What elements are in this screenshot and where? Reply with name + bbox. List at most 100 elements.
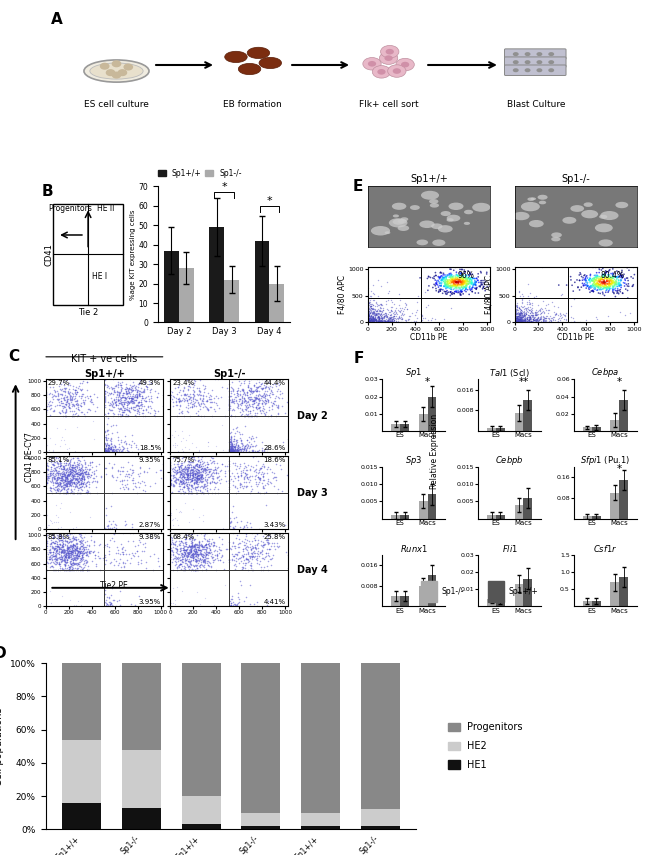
Point [176,475,186,489]
Point [607,268,618,282]
Point [227,445,238,458]
Point [450,281,461,295]
Point [237,403,248,416]
Point [198,472,208,486]
Point [604,278,615,292]
Point [41,504,51,517]
Point [528,313,538,327]
Point [376,308,387,321]
Text: ES cell culture: ES cell culture [84,100,149,109]
Point [259,393,270,407]
Point [477,276,488,290]
Point [150,406,161,420]
Point [179,539,189,552]
Point [566,299,577,313]
Point [76,472,86,486]
Point [265,380,276,393]
Point [460,265,470,279]
Point [253,536,263,550]
Point [121,409,131,422]
Point [240,398,250,411]
Point [187,474,198,487]
Point [122,387,132,401]
Point [133,396,144,410]
Point [107,439,117,452]
Point [257,435,268,449]
Point [430,268,441,282]
Point [48,481,58,494]
Point [222,381,232,395]
Point [192,471,202,485]
Point [610,281,621,295]
Point [236,464,246,478]
Point [575,268,586,281]
Point [515,312,525,326]
Point [442,279,452,292]
Point [65,476,75,490]
Point [465,275,476,289]
Point [515,312,526,326]
Point [436,279,447,292]
Point [99,390,110,404]
Point [369,312,380,326]
Point [539,310,549,324]
Point [109,438,120,451]
Point [59,557,70,571]
Point [188,397,198,410]
Point [133,557,143,571]
Point [461,281,471,295]
Point [77,545,87,558]
Point [523,315,534,329]
Point [235,432,246,445]
Point [47,534,57,548]
Point [77,470,87,484]
Circle shape [393,219,404,225]
Point [240,469,250,483]
Point [257,540,268,553]
Point [127,381,138,395]
Point [70,458,80,472]
Point [372,304,382,317]
Point [616,274,626,287]
Point [165,473,176,486]
Point [176,546,186,560]
Point [132,391,142,404]
Point [53,464,64,478]
Point [48,549,58,563]
Point [448,276,459,290]
Point [257,459,267,473]
Point [217,457,228,471]
Point [375,308,385,321]
Point [588,285,599,298]
Point [251,438,261,451]
Point [50,385,60,398]
Point [370,311,380,325]
Point [271,473,281,486]
Point [45,584,55,598]
Point [74,545,85,558]
Point [51,555,62,569]
Point [172,472,183,486]
Point [187,463,198,477]
Point [40,481,51,495]
Point [99,393,110,407]
Point [181,462,192,475]
Point [603,280,614,293]
Point [628,279,638,292]
Point [90,549,101,563]
Point [233,445,244,459]
Point [515,310,526,323]
Point [120,390,130,404]
Point [188,475,199,489]
Point [80,527,90,540]
Point [55,396,66,410]
Point [519,310,530,323]
Point [609,273,619,286]
Point [188,548,198,562]
Point [62,541,73,555]
Point [382,314,393,327]
Point [125,463,135,476]
Point [523,311,534,325]
Point [75,477,86,491]
Point [526,315,536,328]
